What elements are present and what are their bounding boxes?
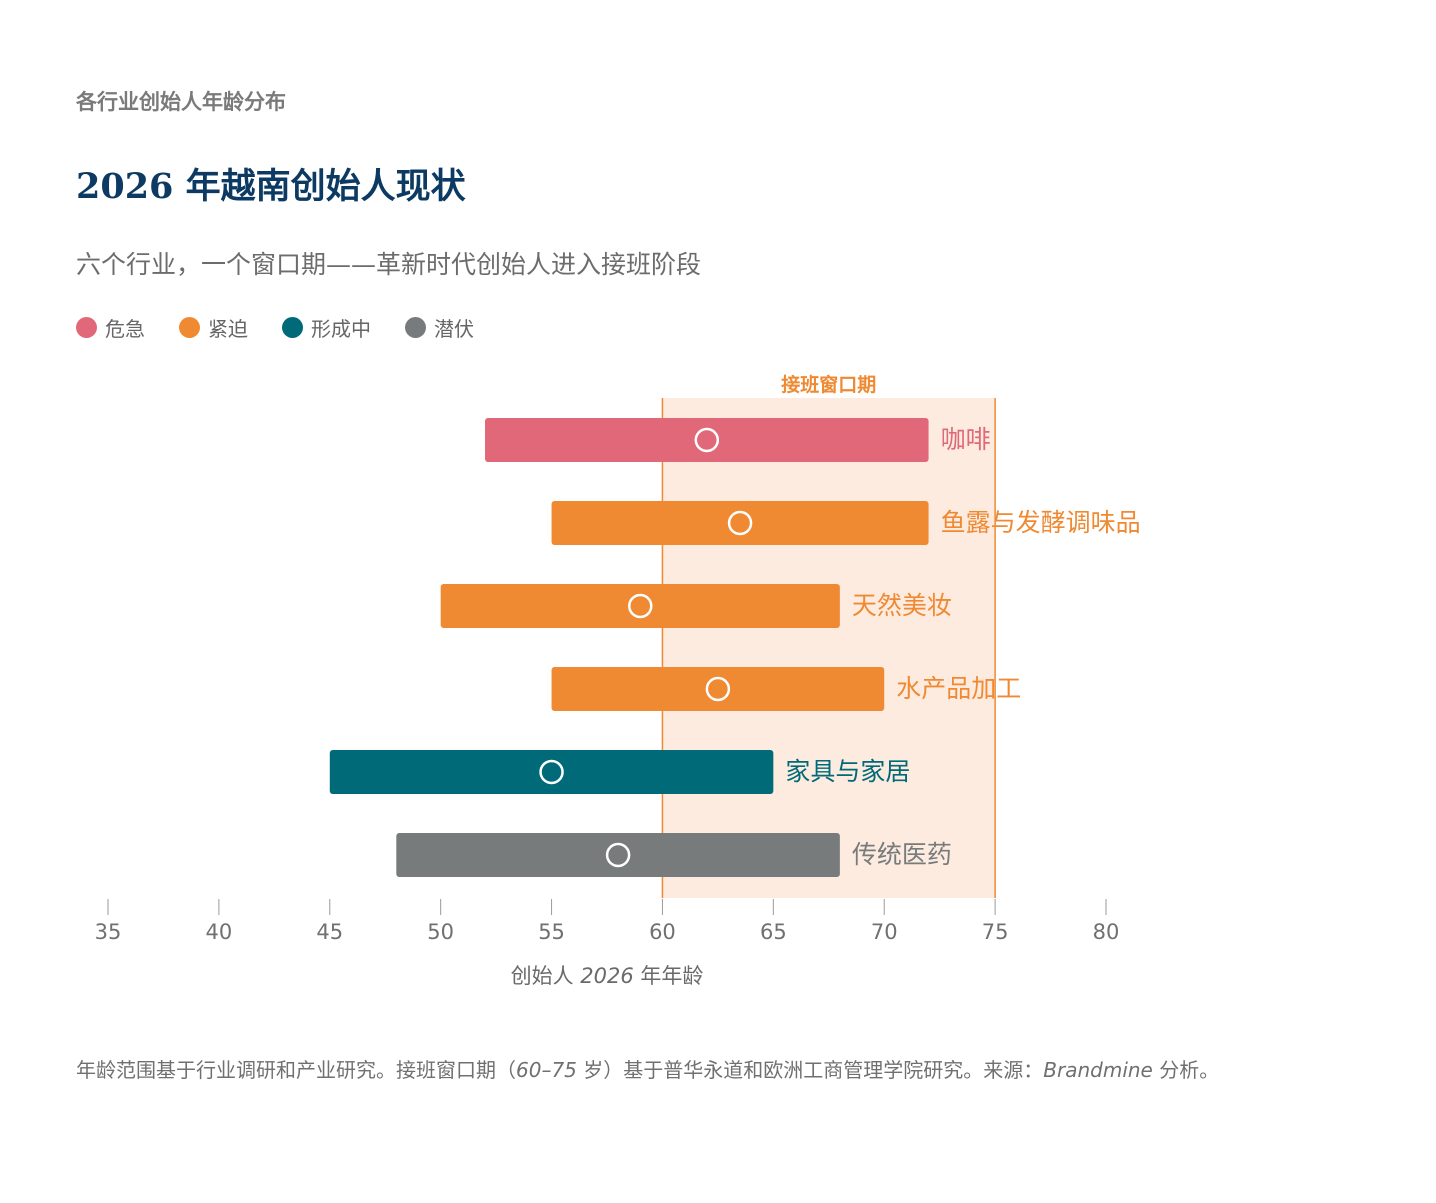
bar-label-1: 鱼露与发酵调味品: [941, 508, 1141, 537]
legend: 危急 紧迫 形成中 潜伏: [76, 313, 508, 342]
x-axis-label-year: 2026: [580, 964, 634, 988]
x-tick-label-2: 45: [316, 920, 343, 944]
x-tick-label-5: 60: [649, 920, 676, 944]
footnote-range: 60–75: [516, 1058, 577, 1082]
window-band: [662, 398, 996, 898]
x-axis-label: 创始人 2026 年年龄: [0, 960, 1214, 990]
legend-dot-urgent: [179, 317, 200, 338]
bar-5: [396, 833, 840, 877]
chart-subtitle: 六个行业，一个窗口期——革新时代创始人进入接班阶段: [76, 250, 702, 279]
legend-label-latent: 潜伏: [434, 317, 474, 341]
median-marker-5: [605, 842, 631, 868]
legend-label-forming: 形成中: [311, 317, 371, 341]
legend-dot-latent: [405, 317, 426, 338]
footnote: 年龄范围基于行业调研和产业研究。接班窗口期（60–75 岁）基于普华永道和欧洲工…: [76, 1054, 1366, 1087]
footnote-part2: 岁）基于普华永道和欧洲工商管理学院研究。来源：: [576, 1058, 1044, 1082]
chart-title: 2026 年越南创始人现状: [76, 166, 466, 207]
bar-2: [440, 584, 840, 628]
bar-label-0: 咖啡: [941, 425, 991, 454]
median-marker-2: [628, 593, 653, 619]
x-tick-label-9: 80: [1093, 920, 1120, 944]
legend-dot-critical: [76, 317, 97, 338]
footnote-part1: 年龄范围基于行业调研和产业研究。接班窗口期（: [76, 1058, 516, 1082]
chart-eyebrow: 各行业创始人年龄分布: [76, 90, 286, 114]
legend-item-critical: 危急: [76, 313, 145, 342]
x-axis-label-suffix: 年年龄: [633, 964, 704, 988]
x-tick-label-0: 35: [95, 920, 122, 944]
x-tick-label-3: 50: [427, 920, 454, 944]
legend-item-latent: 潜伏: [405, 313, 474, 342]
bar-label-4: 家具与家居: [785, 757, 910, 786]
x-tick-label-7: 70: [871, 920, 898, 944]
footnote-part3: 分析。: [1152, 1058, 1220, 1082]
median-marker-0: [694, 427, 720, 453]
x-tick-label-4: 55: [538, 920, 565, 944]
bar-label-3: 水产品加工: [896, 674, 1021, 703]
x-tick-label-1: 40: [206, 920, 233, 944]
legend-label-urgent: 紧迫: [208, 317, 248, 341]
median-marker-1: [727, 510, 753, 536]
bar-0: [485, 418, 929, 462]
bar-label-5: 传统医药: [852, 840, 952, 869]
x-axis-label-prefix: 创始人: [510, 964, 581, 988]
footnote-source: Brandmine: [1043, 1058, 1153, 1082]
x-tick-label-6: 65: [760, 920, 787, 944]
x-tick-label-8: 75: [982, 920, 1009, 944]
bar-4: [329, 750, 774, 794]
median-marker-3: [705, 676, 731, 702]
bar-3: [551, 667, 885, 711]
bar-1: [551, 501, 929, 545]
median-marker-4: [539, 759, 564, 785]
legend-dot-forming: [282, 317, 303, 338]
bar-label-2: 天然美妆: [852, 591, 952, 620]
legend-label-critical: 危急: [105, 317, 145, 341]
legend-item-forming: 形成中: [282, 313, 371, 342]
window-label: 接班窗口期: [781, 373, 876, 396]
legend-item-urgent: 紧迫: [179, 313, 248, 342]
